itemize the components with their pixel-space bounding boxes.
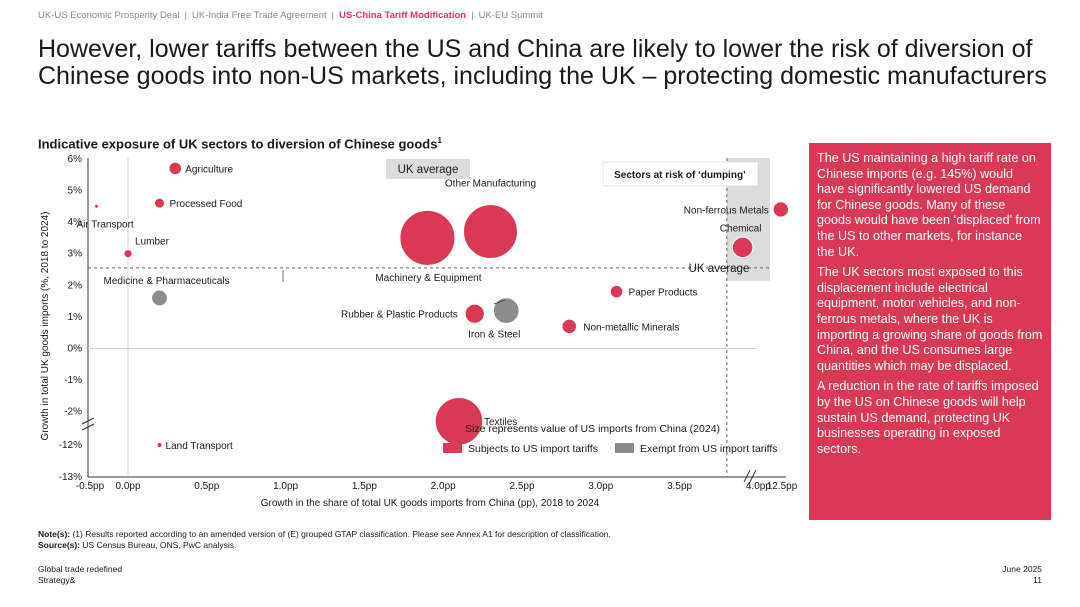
footer-doc-title: Global trade redefined — [38, 564, 123, 574]
x-tick-label: 1.5pp — [352, 481, 377, 492]
breadcrumb: UK-US Economic Prosperity Deal | UK-India … — [38, 10, 543, 21]
y-tick-label: -2% — [64, 407, 82, 418]
legend-size-marker — [446, 421, 460, 435]
y-tick-label: -13% — [59, 472, 82, 483]
scatter-chart: 6% 5% 4% 3% 2% 1% 0% -1% -2% -12% -13%-0.5pp 0.0pp 0… — [40, 154, 798, 509]
data-label: Chemical — [720, 223, 762, 234]
sidebar-paragraph: A reduction in the rate of tariffs impos… — [817, 379, 1039, 456]
legend-size-label: Size represents value of US imports from… — [465, 423, 720, 435]
sidebar-paragraph: The UK sectors most exposed to this disp… — [817, 265, 1043, 373]
chart-title-text: Indicative exposure of UK sectors to div… — [38, 136, 438, 152]
x-tick-label: 3.0pp — [588, 481, 613, 492]
y-tick-label: 0% — [68, 344, 83, 355]
y-tick-label: 5% — [68, 186, 83, 197]
sidebar-textbox: The US maintaining a high tariff rate on… — [809, 143, 1051, 520]
breadcrumb-item[interactable]: UK-India Free Trade Agreement — [191, 10, 327, 21]
dumping-zone-tab — [726, 267, 770, 281]
y-tick-label: -12% — [59, 440, 82, 451]
x-tick-label: 0.0pp — [115, 481, 140, 492]
y-axis-title: Growth in total UK goods imports (%, 201… — [40, 211, 51, 440]
x-tick-label: 12.5pp — [767, 481, 798, 492]
notes: Note(s): (1) Results reported according … — [38, 529, 611, 551]
data-label: Medicine & Pharmaceuticals — [104, 276, 230, 287]
x-axis-title: Growth in the share of total UK goods im… — [261, 498, 600, 509]
data-label: Non-metallic Minerals — [583, 322, 679, 333]
y-tick-label: 4% — [68, 217, 83, 228]
data-point — [154, 197, 166, 209]
x-tick-label: 0.5pp — [194, 481, 219, 492]
data-label: Textiles — [484, 417, 517, 428]
leader-line — [493, 299, 506, 305]
y-tick-label: 1% — [68, 312, 83, 323]
footer-brand: Strategy& — [38, 575, 76, 585]
x-axis-break — [743, 469, 757, 483]
x-tick-label: -0.5pp — [76, 481, 105, 492]
y-axis-break — [81, 417, 95, 431]
uk-average-x-label-bg — [386, 159, 470, 179]
footer-date: June 2025 — [1002, 564, 1042, 574]
data-label: Rubber & Plastic Products — [341, 310, 458, 321]
page-title: However, lower tariffs between the US an… — [38, 35, 1047, 90]
x-tick-label: 3.5pp — [667, 481, 692, 492]
data-label: Other Manufacturing — [445, 179, 536, 190]
data-label: Air Transport — [76, 219, 133, 230]
legend-subject-label: Subjects to US import tariffs — [468, 443, 598, 455]
source-line: Source(s): US Census Bureau, ONS, PwC an… — [38, 540, 237, 550]
data-label: Agriculture — [185, 164, 233, 175]
x-tick-label: 1.0pp — [273, 481, 298, 492]
data-point — [464, 303, 485, 324]
data-point — [772, 201, 790, 218]
y-tick-label: -1% — [64, 375, 82, 386]
legend-subject-swatch — [443, 443, 462, 453]
breadcrumb-item-active[interactable]: US-China Tariff Modification — [339, 10, 467, 21]
chart-title-footnote: 1 — [437, 136, 442, 145]
legend-exempt-swatch — [615, 443, 634, 453]
data-label: Paper Products — [629, 288, 698, 299]
data-point — [609, 284, 624, 299]
page-number: 11 — [1033, 575, 1042, 585]
breadcrumb-item[interactable]: UK-EU Summit — [478, 10, 543, 21]
data-point — [151, 289, 168, 307]
data-point — [463, 204, 518, 260]
data-label: Lumber — [135, 237, 170, 248]
note-line: Note(s): (1) Results reported according … — [38, 529, 611, 539]
data-point — [123, 249, 133, 259]
x-tick-label: 4.0pp — [746, 481, 771, 492]
data-label: Machinery & Equipment — [375, 273, 481, 284]
zone-label-box — [602, 161, 759, 187]
data-point — [399, 209, 456, 266]
sidebar-paragraph: The US maintaining a high tariff rate on… — [817, 151, 1041, 259]
data-point — [561, 318, 578, 335]
breadcrumb-item[interactable]: UK-US Economic Prosperity Deal — [38, 10, 180, 21]
x-tick-label: 2.0pp — [431, 481, 456, 492]
legend-exempt-label: Exempt from US import tariffs — [640, 443, 778, 455]
footer-right: June 2025 11 — [1002, 564, 1042, 586]
data-point — [434, 396, 484, 446]
data-label: Processed Food — [170, 199, 243, 210]
y-tick-label: 6% — [68, 154, 83, 165]
x-tick-label: 2.5pp — [509, 481, 534, 492]
data-point — [168, 161, 183, 176]
data-point — [93, 203, 99, 209]
data-label: Land Transport — [166, 441, 233, 452]
chart-title: Indicative exposure of UK sectors to div… — [38, 136, 442, 151]
y-tick-label: 3% — [68, 249, 83, 260]
uk-average-x-label: UK average — [398, 164, 459, 176]
data-point — [156, 441, 163, 449]
data-label: Non-ferrous Metals — [684, 205, 769, 216]
footer-left: Global trade redefined Strategy& — [38, 564, 122, 586]
data-label: Iron & Steel — [468, 330, 520, 341]
data-point — [492, 297, 520, 324]
y-tick-label: 2% — [68, 280, 83, 291]
data-point — [731, 236, 754, 259]
zone-label: Sectors at risk of ‘dumping’ — [614, 170, 746, 181]
uk-average-y-label: UK average — [689, 263, 750, 275]
